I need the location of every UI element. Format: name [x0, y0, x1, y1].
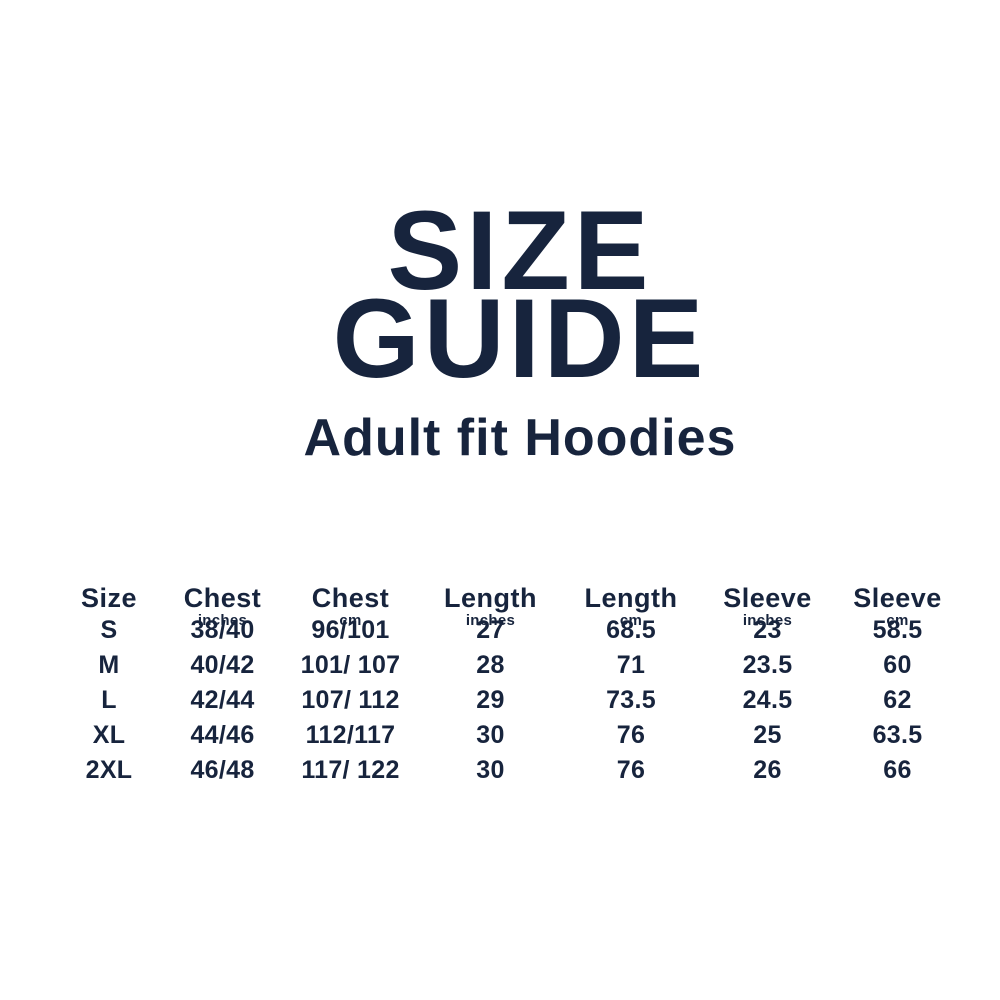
- table-cell: 60: [883, 651, 912, 679]
- column-header-size: Size: [55, 578, 163, 640]
- column-unit: cm: [339, 612, 362, 629]
- title-line-2: GUIDE: [332, 276, 708, 401]
- column-label: Length: [584, 583, 678, 613]
- table-cell: 68.5: [606, 616, 656, 644]
- column-label: Sleeve: [723, 583, 812, 613]
- size-label-m: M: [98, 651, 120, 679]
- table-cell: 76: [616, 756, 646, 784]
- column-header-chest-inches: Chest inches: [163, 578, 282, 640]
- column-label: Size: [80, 583, 138, 613]
- page-subtitle: Adult fit Hoodies: [303, 409, 737, 467]
- column-label: Sleeve: [853, 583, 942, 613]
- column-header-length-inches: Length inches: [419, 578, 562, 640]
- column-unit: cm: [619, 612, 643, 629]
- table-cell: 117/ 122: [301, 756, 400, 784]
- column-header-sleeve-cm: Sleeve cm: [835, 578, 960, 640]
- table-cell: 30: [476, 721, 505, 749]
- table-cell: 112/117: [305, 721, 396, 749]
- column-label: Chest: [311, 583, 390, 613]
- table-cell: 66: [883, 756, 912, 784]
- table-cell: 24.5: [742, 686, 793, 714]
- page-title: SIZE GUIDE: [40, 188, 1000, 401]
- table-cell: 42/44: [190, 686, 255, 714]
- column-header-length-cm: Length cm: [562, 578, 700, 640]
- table-cell: 71: [616, 651, 646, 679]
- table-cell: 73.5: [606, 686, 656, 714]
- size-label-2xl: 2XL: [85, 756, 133, 784]
- table-cell: 28: [476, 651, 505, 679]
- column-unit: inches: [742, 612, 793, 629]
- size-label-s: S: [100, 616, 118, 644]
- column-unit: cm: [886, 612, 909, 629]
- column-label: Chest: [183, 583, 262, 613]
- size-label-l: L: [101, 686, 117, 714]
- table-cell: 107/ 112: [301, 686, 400, 714]
- column-label: Length: [444, 583, 537, 613]
- table-cell: 96/101: [311, 616, 390, 644]
- column-unit: inches: [197, 612, 248, 629]
- title-line-1: SIZE: [387, 188, 653, 313]
- table-cell: 40/42: [190, 651, 255, 679]
- table-cell: 44/46: [190, 721, 255, 749]
- table-cell: 58.5: [872, 616, 923, 644]
- table-cell: 27: [476, 616, 505, 644]
- column-header-sleeve-inches: Sleeve inches: [700, 578, 835, 640]
- table-cell: 25: [753, 721, 782, 749]
- column-unit: inches: [465, 612, 516, 629]
- table-cell: 63.5: [872, 721, 923, 749]
- table-cell: 62: [883, 686, 912, 714]
- heading-block: SIZE GUIDE Adult fit Hoodies: [0, 188, 1000, 468]
- table-cell: 29: [476, 686, 505, 714]
- table-cell: 23: [753, 616, 782, 644]
- size-label-xl: XL: [92, 721, 126, 749]
- size-table: Size Chest inches Chest cm Length inches…: [55, 578, 960, 788]
- column-header-chest-cm: Chest cm: [282, 578, 419, 640]
- table-cell: 30: [476, 756, 505, 784]
- table-cell: 38/40: [190, 616, 255, 644]
- table-cell: 76: [616, 721, 646, 749]
- table-cell: 101/ 107: [300, 651, 401, 679]
- table-cell: 23.5: [742, 651, 793, 679]
- table-cell: 26: [753, 756, 782, 784]
- table-cell: 46/48: [190, 756, 255, 784]
